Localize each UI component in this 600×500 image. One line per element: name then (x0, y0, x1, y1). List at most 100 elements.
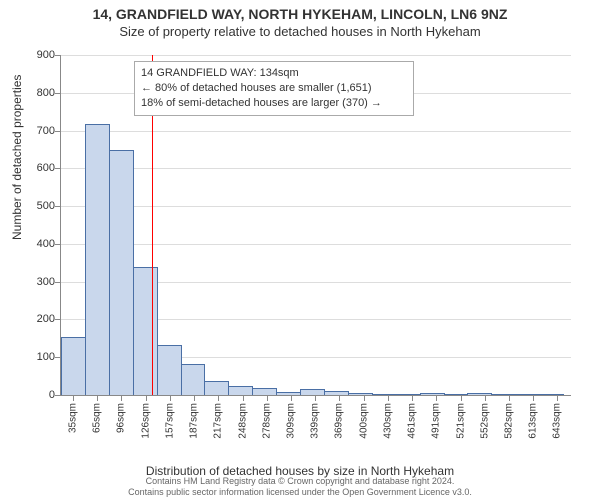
y-tick (55, 131, 61, 132)
x-tick (436, 395, 437, 401)
histogram-bar (324, 391, 349, 395)
y-tick (55, 395, 61, 396)
x-tick (121, 395, 122, 401)
x-tick (388, 395, 389, 401)
y-tick-label: 400 (15, 238, 55, 250)
x-tick-label: 400sqm (358, 403, 369, 439)
x-tick (533, 395, 534, 401)
x-tick-label: 461sqm (407, 403, 418, 439)
x-tick-label: 521sqm (455, 403, 466, 439)
histogram-bar (204, 381, 229, 395)
histogram-bar (420, 393, 445, 395)
x-tick-label: 217sqm (213, 403, 224, 439)
chart-title: 14, GRANDFIELD WAY, NORTH HYKEHAM, LINCO… (0, 0, 600, 22)
y-tick-label: 900 (15, 49, 55, 61)
x-tick-label: 157sqm (164, 403, 175, 439)
annotation-line-3: 18% of semi-detached houses are larger (… (141, 96, 407, 111)
y-axis-label: Number of detached properties (10, 75, 24, 240)
plot-wrap: 010020030040050060070080090035sqm65sqm96… (60, 55, 570, 425)
histogram-bar (61, 337, 86, 395)
histogram-bar (372, 394, 397, 395)
histogram-bar (109, 150, 134, 395)
x-tick (267, 395, 268, 401)
histogram-bar (181, 364, 206, 395)
x-tick (364, 395, 365, 401)
y-tick-label: 300 (15, 276, 55, 288)
annotation-line-2: ← 80% of detached houses are smaller (1,… (141, 81, 407, 96)
gridline (61, 244, 571, 245)
gridline (61, 168, 571, 169)
footer: Contains HM Land Registry data © Crown c… (0, 476, 600, 498)
y-tick (55, 55, 61, 56)
x-tick (412, 395, 413, 401)
x-tick-label: 309sqm (285, 403, 296, 439)
y-tick (55, 93, 61, 94)
x-tick (485, 395, 486, 401)
x-tick (146, 395, 147, 401)
x-tick-label: 643sqm (552, 403, 563, 439)
y-tick-label: 200 (15, 313, 55, 325)
x-tick-label: 491sqm (431, 403, 442, 439)
x-tick-label: 369sqm (334, 403, 345, 439)
y-tick-label: 700 (15, 125, 55, 137)
y-tick (55, 282, 61, 283)
histogram-bar (276, 392, 301, 395)
histogram-bar (348, 393, 373, 395)
histogram-bar (133, 267, 158, 395)
gridline (61, 206, 571, 207)
x-tick (73, 395, 74, 401)
histogram-bar (491, 394, 516, 395)
gridline (61, 55, 571, 56)
y-tick-label: 0 (15, 389, 55, 401)
histogram-bar (228, 386, 253, 395)
x-tick (315, 395, 316, 401)
x-tick-label: 613sqm (528, 403, 539, 439)
x-tick (291, 395, 292, 401)
x-tick (170, 395, 171, 401)
y-tick-label: 800 (15, 87, 55, 99)
chart-subtitle: Size of property relative to detached ho… (0, 24, 600, 39)
x-tick-label: 582sqm (504, 403, 515, 439)
x-tick-label: 552sqm (479, 403, 490, 439)
gridline (61, 131, 571, 132)
y-tick (55, 244, 61, 245)
histogram-bar (85, 124, 110, 395)
y-tick (55, 319, 61, 320)
histogram-bar (252, 388, 277, 395)
chart-container: 14, GRANDFIELD WAY, NORTH HYKEHAM, LINCO… (0, 0, 600, 500)
histogram-bar (467, 393, 492, 396)
x-tick (461, 395, 462, 401)
x-tick (97, 395, 98, 401)
x-tick-label: 96sqm (116, 403, 127, 433)
histogram-bar (300, 389, 325, 395)
x-tick (243, 395, 244, 401)
plot-area: 010020030040050060070080090035sqm65sqm96… (60, 55, 571, 396)
histogram-bar (157, 345, 182, 395)
x-tick-label: 430sqm (382, 403, 393, 439)
x-tick-label: 187sqm (189, 403, 200, 439)
y-tick-label: 100 (15, 351, 55, 363)
y-tick-label: 600 (15, 162, 55, 174)
y-tick-label: 500 (15, 200, 55, 212)
x-tick (509, 395, 510, 401)
histogram-bar (539, 394, 564, 395)
x-tick-label: 65sqm (92, 403, 103, 433)
x-tick (557, 395, 558, 401)
histogram-bar (515, 394, 540, 395)
x-tick (194, 395, 195, 401)
y-tick (55, 168, 61, 169)
x-tick (218, 395, 219, 401)
annotation-line-1: 14 GRANDFIELD WAY: 134sqm (141, 66, 407, 81)
y-tick (55, 206, 61, 207)
x-tick-label: 126sqm (140, 403, 151, 439)
footer-line-1: Contains HM Land Registry data © Crown c… (0, 476, 600, 487)
x-tick (339, 395, 340, 401)
histogram-bar (444, 394, 469, 395)
x-tick-label: 35sqm (67, 403, 78, 433)
annotation-box: 14 GRANDFIELD WAY: 134sqm← 80% of detach… (134, 61, 414, 116)
x-tick-label: 278sqm (261, 403, 272, 439)
x-tick-label: 248sqm (237, 403, 248, 439)
histogram-bar (396, 394, 421, 395)
x-tick-label: 339sqm (310, 403, 321, 439)
footer-line-2: Contains public sector information licen… (0, 487, 600, 498)
